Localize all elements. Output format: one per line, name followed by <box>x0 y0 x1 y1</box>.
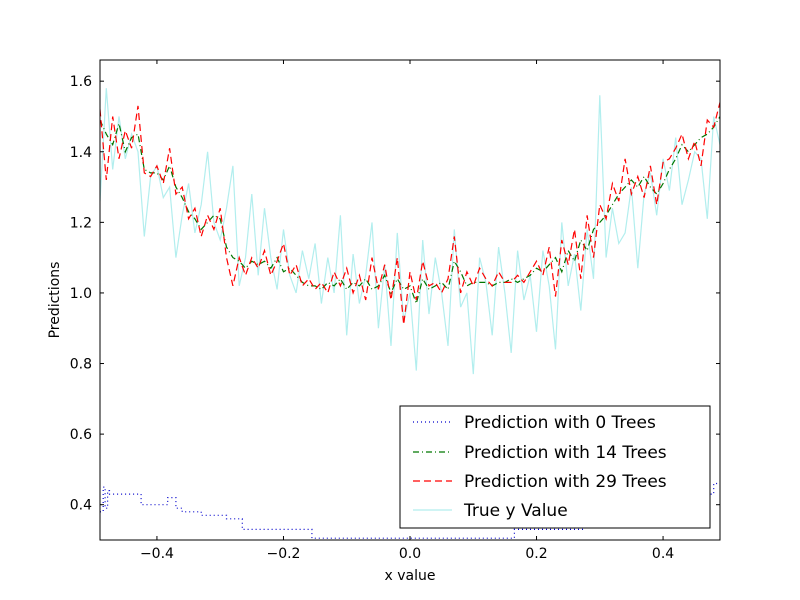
legend-entry-29-trees: Prediction with 29 Trees <box>413 472 667 492</box>
series-prediction-with-14-trees <box>100 116 720 306</box>
y-tick-label: 0.6 <box>70 427 92 443</box>
y-axis-title: Predictions <box>47 262 63 339</box>
x-axis-title: x value <box>385 568 436 584</box>
legend-label-true-y: True y Value <box>463 501 568 521</box>
y-tick-label: 1.0 <box>70 286 92 302</box>
legend-entry-true-y: True y Value <box>413 501 568 521</box>
series-line-prediction-with-14-trees <box>100 116 720 306</box>
legend-label-29-trees: Prediction with 29 Trees <box>464 472 667 492</box>
legend: Prediction with 0 Trees Prediction with … <box>399 405 711 529</box>
x-tick-label: −0.4 <box>140 546 174 562</box>
legend-label-0-trees: Prediction with 0 Trees <box>464 413 656 433</box>
y-tick-label: 1.4 <box>70 145 92 161</box>
y-tick-label: 0.4 <box>70 498 92 514</box>
x-tick-label: −0.2 <box>266 546 300 562</box>
series-line-prediction-with-0-trees <box>100 482 720 539</box>
x-tick-label: 0.2 <box>525 546 547 562</box>
x-tick-label: 0.4 <box>652 546 674 562</box>
y-tick-label: 0.8 <box>70 357 92 373</box>
y-tick-label: 1.2 <box>70 215 92 231</box>
legend-entry-0-trees: Prediction with 0 Trees <box>413 413 656 433</box>
series-layer <box>100 88 720 539</box>
series-true-y-value <box>100 88 720 375</box>
x-tick-label: 0.0 <box>399 546 421 562</box>
series-line-true-y-value <box>100 88 720 375</box>
axis-layer: −0.4 −0.2 0.0 0.2 0.4 0.4 0.6 0.8 1.0 1.2 1.4 1.6 <box>70 60 720 562</box>
y-tick-label: 1.6 <box>70 74 92 90</box>
series-prediction-with-0-trees <box>100 482 720 539</box>
legend-entry-14-trees: Prediction with 14 Trees <box>413 443 667 463</box>
legend-label-14-trees: Prediction with 14 Trees <box>464 443 667 463</box>
legend-box <box>399 405 711 529</box>
